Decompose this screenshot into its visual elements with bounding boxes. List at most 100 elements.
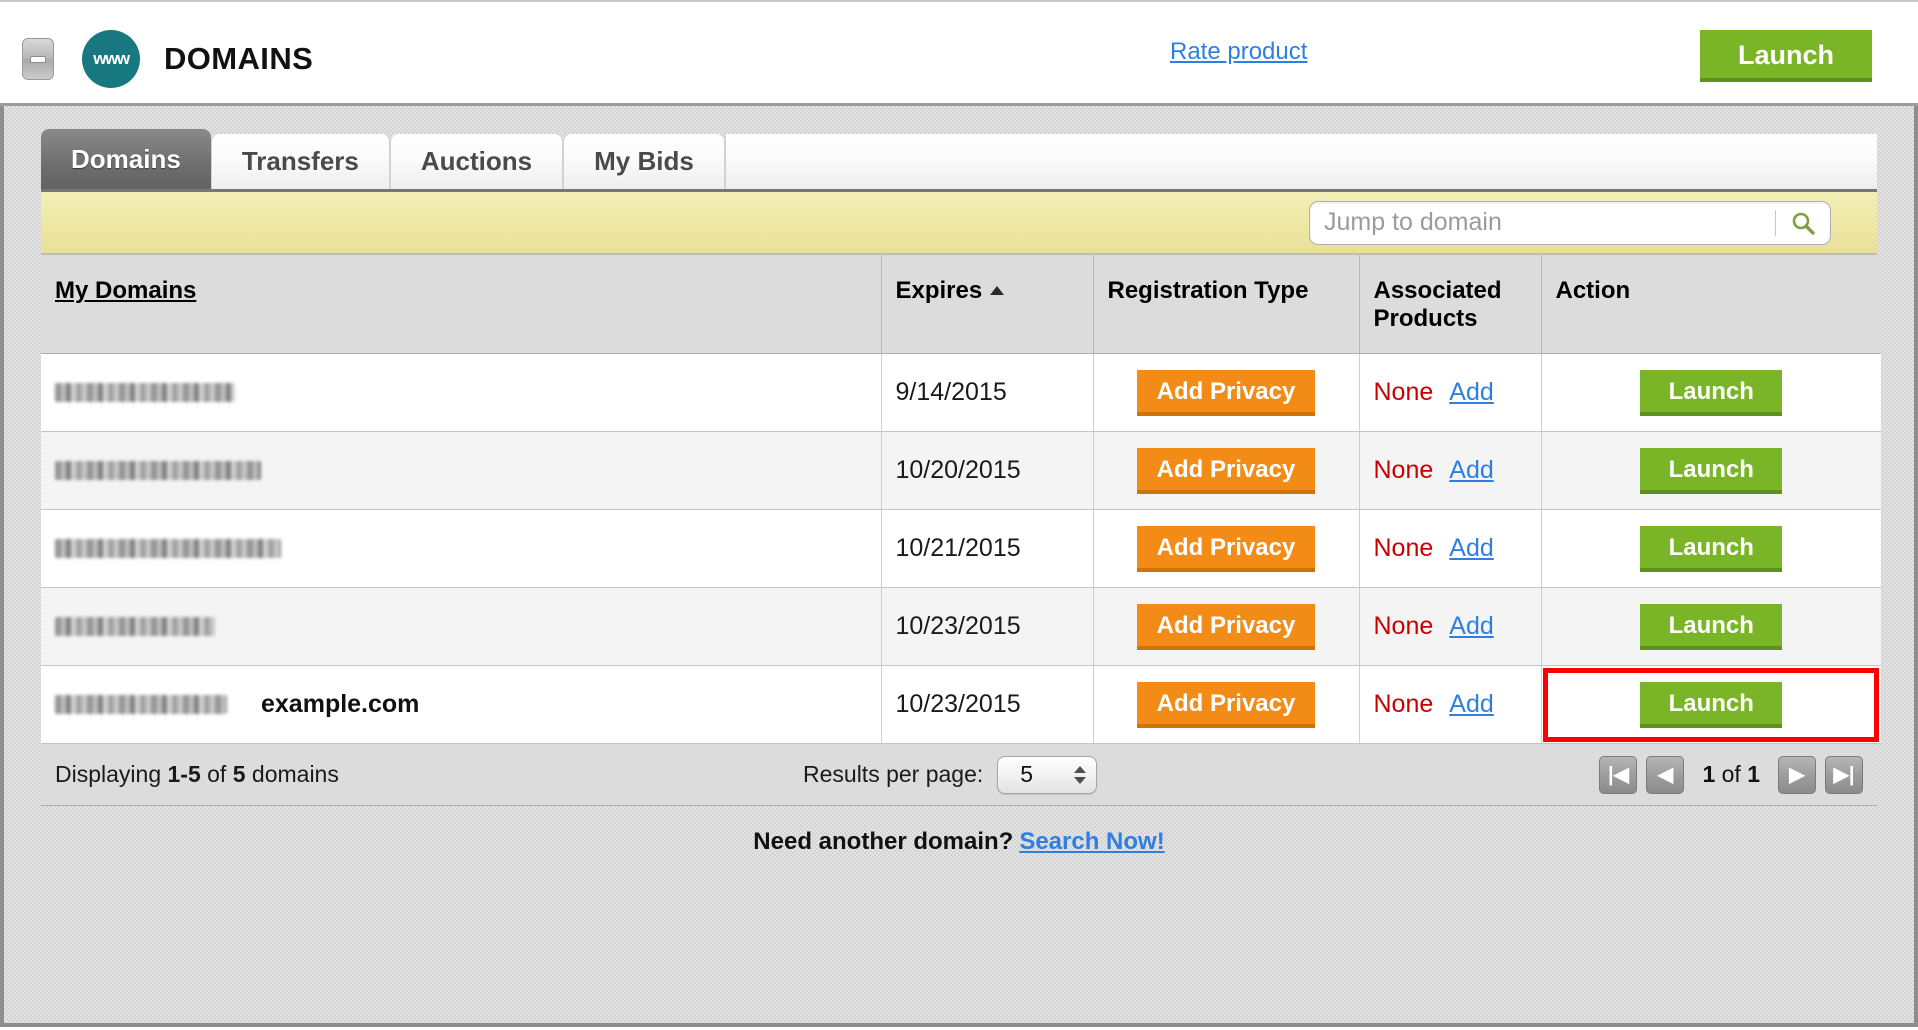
displaying-total: 5 — [232, 761, 246, 787]
tab-domains[interactable]: Domains — [41, 129, 211, 189]
associated-products-add-link[interactable]: Add — [1449, 534, 1494, 562]
search-now-link[interactable]: Search Now! — [1019, 828, 1165, 855]
tab-my-bids[interactable]: My Bids — [563, 134, 725, 189]
redacted-domain-name — [55, 695, 227, 714]
pagination-total: 1 — [1747, 761, 1760, 787]
cell-expires: 10/23/2015 — [881, 587, 1094, 666]
cell-registration-type: Add Privacy — [1093, 353, 1360, 432]
associated-products-add-link[interactable]: Add — [1449, 378, 1494, 406]
search-input[interactable] — [1310, 208, 1775, 237]
column-header-my-domains[interactable]: My Domains — [41, 255, 882, 354]
cell-action: Launch — [1541, 431, 1881, 510]
cell-action: Launch — [1541, 587, 1881, 666]
first-page-icon[interactable]: |◀ — [1599, 755, 1638, 794]
results-per-page-select[interactable]: 5 — [997, 755, 1098, 794]
associated-products-add-link[interactable]: Add — [1449, 456, 1494, 484]
need-another-domain-prompt: Need another domain? Search Now! — [41, 828, 1877, 856]
cell-domain-name: example.com — [41, 665, 882, 744]
add-privacy-button[interactable]: Add Privacy — [1136, 525, 1316, 572]
sort-ascending-icon — [990, 286, 1005, 295]
app-header: www DOMAINS Rate product Launch — [0, 0, 1918, 106]
pagination-current: 1 — [1702, 761, 1716, 787]
associated-products-status: None — [1373, 612, 1434, 640]
results-per-page-value: 5 — [1020, 761, 1034, 787]
tab-strip: Domains Transfers Auctions My Bids — [41, 129, 1877, 192]
cell-associated-products: None Add — [1359, 587, 1542, 666]
www-logo-icon: www — [82, 30, 140, 88]
page-title: DOMAINS — [164, 41, 314, 76]
add-privacy-button[interactable]: Add Privacy — [1136, 603, 1316, 650]
cell-expires: 10/23/2015 — [881, 665, 1094, 744]
content-frame: Domains Transfers Auctions My Bids My — [0, 106, 1918, 1027]
domains-table: My Domains Expires Registration Type Ass… — [41, 255, 1881, 744]
search-separator — [1775, 209, 1776, 236]
table-header-row: My Domains Expires Registration Type Ass… — [41, 255, 1881, 354]
associated-products-add-link[interactable]: Add — [1449, 690, 1494, 718]
table-row: 10/20/2015 Add Privacy None Add Launch — [41, 431, 1881, 510]
search-button[interactable] — [1776, 202, 1830, 244]
cell-registration-type: Add Privacy — [1093, 509, 1360, 588]
displaying-suffix: domains — [245, 761, 339, 787]
associated-products-status: None — [1373, 690, 1434, 718]
launch-button[interactable]: Launch — [1640, 603, 1783, 650]
column-header-my-domains-label[interactable]: My Domains — [55, 277, 197, 304]
cell-registration-type: Add Privacy — [1093, 665, 1360, 744]
table-footer: Displaying 1-5 of 5 domains Results per … — [41, 744, 1877, 806]
column-header-registration-type[interactable]: Registration Type — [1093, 255, 1360, 354]
column-header-action: Action — [1541, 255, 1881, 354]
table-row: 9/14/2015 Add Privacy None Add Launch — [41, 353, 1881, 432]
associated-products-add-link[interactable]: Add — [1449, 612, 1494, 640]
redacted-domain-name — [55, 383, 235, 402]
cell-action-highlighted: Launch — [1541, 665, 1881, 744]
minimize-icon[interactable] — [22, 38, 54, 80]
rate-product-link[interactable]: Rate product — [1170, 38, 1308, 65]
column-header-associated-products[interactable]: Associated Products — [1359, 255, 1542, 354]
cell-associated-products: None Add — [1359, 665, 1542, 744]
pagination-controls: |◀ ◀ 1 of 1 ▶ ▶| — [1599, 755, 1863, 794]
header-brand-group: www DOMAINS — [22, 30, 313, 88]
add-privacy-button[interactable]: Add Privacy — [1136, 447, 1316, 494]
cell-associated-products: None Add — [1359, 431, 1542, 510]
search-icon — [1792, 212, 1815, 235]
pagination-of: of — [1715, 761, 1748, 787]
cell-action: Launch — [1541, 353, 1881, 432]
associated-products-status: None — [1373, 534, 1434, 562]
last-page-icon[interactable]: ▶| — [1825, 755, 1863, 794]
need-another-domain-text: Need another domain? — [753, 828, 1014, 855]
associated-products-status: None — [1373, 378, 1434, 406]
domain-name-label: example.com — [261, 690, 420, 718]
results-per-page-label: Results per page: — [803, 761, 984, 787]
add-privacy-button[interactable]: Add Privacy — [1136, 369, 1316, 416]
chevron-down-icon — [1074, 776, 1087, 784]
cell-domain-name — [41, 587, 882, 666]
www-logo-text: www — [93, 49, 130, 68]
next-page-icon[interactable]: ▶ — [1778, 755, 1816, 794]
chevron-up-icon — [1074, 765, 1087, 773]
launch-button-highlighted[interactable]: Launch — [1640, 681, 1783, 728]
table-row: example.com 10/23/2015 Add Privacy None … — [41, 665, 1881, 744]
previous-page-icon[interactable]: ◀ — [1646, 755, 1685, 794]
tab-auctions[interactable]: Auctions — [389, 134, 564, 189]
tab-transfers[interactable]: Transfers — [210, 134, 390, 189]
column-header-expires[interactable]: Expires — [881, 255, 1094, 354]
displaying-range: 1-5 — [167, 761, 201, 787]
column-header-registration-type-label: Registration Type — [1107, 277, 1309, 304]
launch-button[interactable]: Launch — [1640, 525, 1783, 572]
cell-domain-name — [41, 509, 882, 588]
redacted-domain-name — [55, 461, 261, 480]
add-privacy-button[interactable]: Add Privacy — [1136, 681, 1316, 728]
displaying-mid: of — [200, 761, 233, 787]
launch-button[interactable]: Launch — [1640, 369, 1783, 416]
launch-button[interactable]: Launch — [1640, 447, 1783, 494]
cell-associated-products: None Add — [1359, 353, 1542, 432]
redacted-domain-name — [55, 617, 215, 636]
associated-products-status: None — [1373, 456, 1434, 484]
stepper-arrows-icon — [1074, 765, 1087, 784]
cell-expires: 9/14/2015 — [881, 353, 1094, 432]
results-per-page-group: Results per page: 5 — [803, 755, 1098, 794]
search-field-wrapper[interactable] — [1309, 200, 1831, 245]
table-row: 10/21/2015 Add Privacy None Add Launch — [41, 509, 1881, 588]
header-launch-button[interactable]: Launch — [1700, 30, 1872, 82]
table-body: 9/14/2015 Add Privacy None Add Launch — [41, 353, 1881, 744]
table-row: 10/23/2015 Add Privacy None Add Launch — [41, 587, 1881, 666]
